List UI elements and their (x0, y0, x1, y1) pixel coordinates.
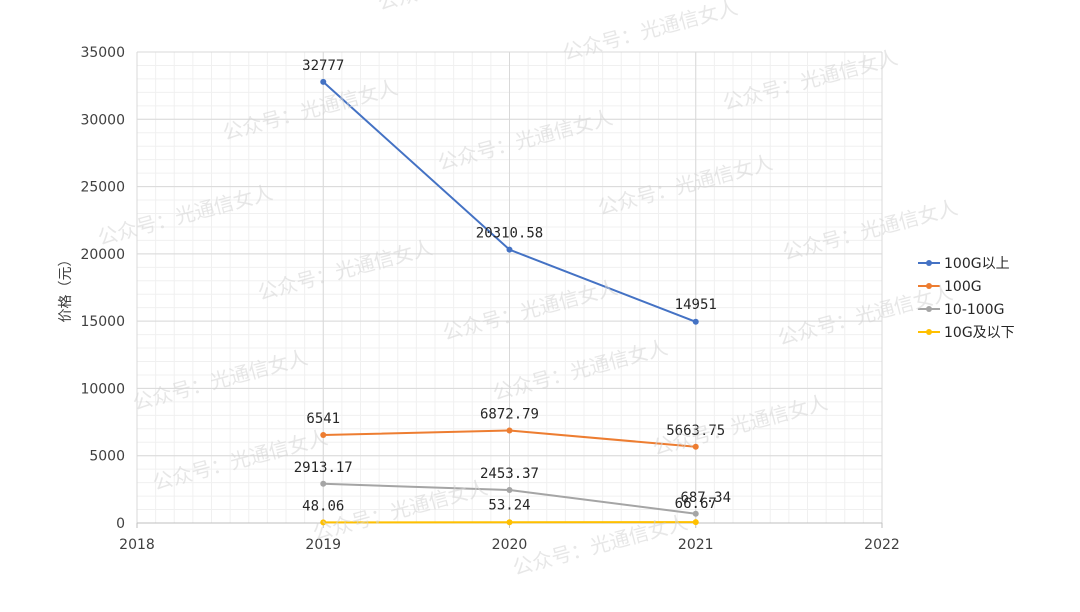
watermark-text: 公众号：光通信女人 (490, 335, 670, 405)
y-axis-label: 价格（元） (58, 253, 74, 323)
series-point (507, 247, 513, 253)
y-tick-label: 5000 (89, 449, 125, 465)
watermark-text: 公众号：光通信女人 (220, 75, 400, 145)
watermark-text: 公众号：光通信女人 (595, 150, 775, 220)
data-label: 2453.37 (480, 466, 539, 482)
watermark-text: 公众号：光通信女人 (130, 345, 310, 415)
data-label: 66.67 (675, 496, 717, 512)
watermark-text: 公众号：光通信女人 (510, 510, 690, 580)
x-tick-label: 2021 (678, 537, 714, 553)
legend-swatch-marker (926, 260, 932, 266)
series-point (507, 519, 513, 525)
y-tick-label: 30000 (80, 112, 125, 128)
watermark-text: 公众号：光通信女人 (720, 45, 900, 115)
y-tick-label: 35000 (80, 45, 125, 61)
data-label: 53.24 (488, 497, 530, 513)
y-tick-label: 15000 (80, 314, 125, 330)
watermark-text: 公众号：光通信女人 (375, 0, 555, 15)
x-tick-label: 2020 (492, 537, 528, 553)
legend-swatch-marker (926, 329, 932, 335)
series-point (693, 319, 699, 325)
y-tick-label: 25000 (80, 180, 125, 196)
legend-label: 10G及以下 (944, 325, 1015, 341)
legend-label: 10-100G (944, 302, 1004, 318)
data-label: 32777 (302, 58, 344, 74)
data-label: 14951 (675, 297, 717, 313)
series-point (507, 487, 513, 493)
y-tick-label: 0 (116, 516, 125, 532)
series-point (320, 481, 326, 487)
series-point (320, 79, 326, 85)
watermark-text: 公众号：光通信女人 (775, 280, 955, 350)
data-label: 48.06 (302, 498, 344, 514)
data-label: 6872.79 (480, 407, 539, 423)
series-point (507, 428, 513, 434)
x-tick-label: 2022 (864, 537, 900, 553)
x-tick-label: 2018 (119, 537, 155, 553)
legend-label: 100G以上 (944, 256, 1010, 272)
watermark-text: 公众号：光通信女人 (560, 0, 740, 65)
watermark-text: 公众号：光通信女人 (435, 105, 615, 175)
data-label: 20310.58 (476, 226, 543, 242)
y-tick-label: 10000 (80, 381, 125, 397)
series-point (693, 519, 699, 525)
data-label: 2913.17 (294, 460, 353, 476)
